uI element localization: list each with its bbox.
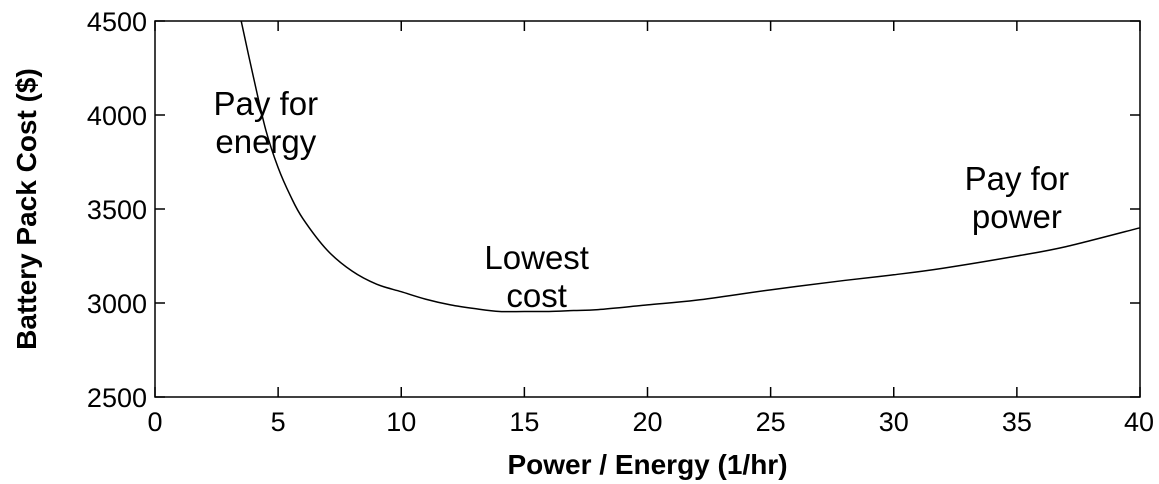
x-axis: 0 5 10 15 20 25 30 35 40 [147, 21, 1154, 437]
annotation-line: Lowest [484, 239, 589, 276]
annotation-line: power [972, 198, 1062, 235]
x-tick-label: 0 [147, 407, 162, 437]
y-tick-label: 4500 [87, 7, 147, 37]
y-axis-title: Battery Pack Cost ($) [11, 68, 42, 350]
y-tick-label: 3000 [87, 289, 147, 319]
annotation: Lowest cost [484, 239, 589, 314]
annotation: Pay for power [965, 160, 1070, 235]
annotation-line: cost [506, 277, 567, 314]
y-tick-label: 2500 [87, 383, 147, 413]
y-tick-label: 3500 [87, 195, 147, 225]
x-tick-label: 40 [1124, 407, 1154, 437]
series-group [240, 20, 1141, 313]
series-line [240, 20, 1141, 313]
annotation: Pay for energy [214, 85, 319, 160]
x-tick-label: 30 [879, 407, 909, 437]
y-tick-label: 4000 [87, 101, 147, 131]
y-axis: 2500 3000 3500 4000 4500 [87, 7, 1140, 413]
x-tick-label: 10 [386, 407, 416, 437]
x-axis-title: Power / Energy (1/hr) [507, 449, 787, 480]
annotation-line: energy [215, 123, 316, 160]
x-tick-label: 20 [632, 407, 662, 437]
x-tick-label: 15 [509, 407, 539, 437]
x-tick-label: 35 [1002, 407, 1032, 437]
x-tick-label: 5 [271, 407, 286, 437]
annotation-line: Pay for [214, 85, 319, 122]
annotation-line: Pay for [965, 160, 1070, 197]
x-tick-label: 25 [756, 407, 786, 437]
